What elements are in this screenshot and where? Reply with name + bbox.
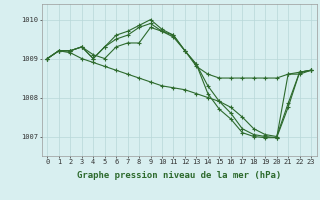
X-axis label: Graphe pression niveau de la mer (hPa): Graphe pression niveau de la mer (hPa) bbox=[77, 171, 281, 180]
